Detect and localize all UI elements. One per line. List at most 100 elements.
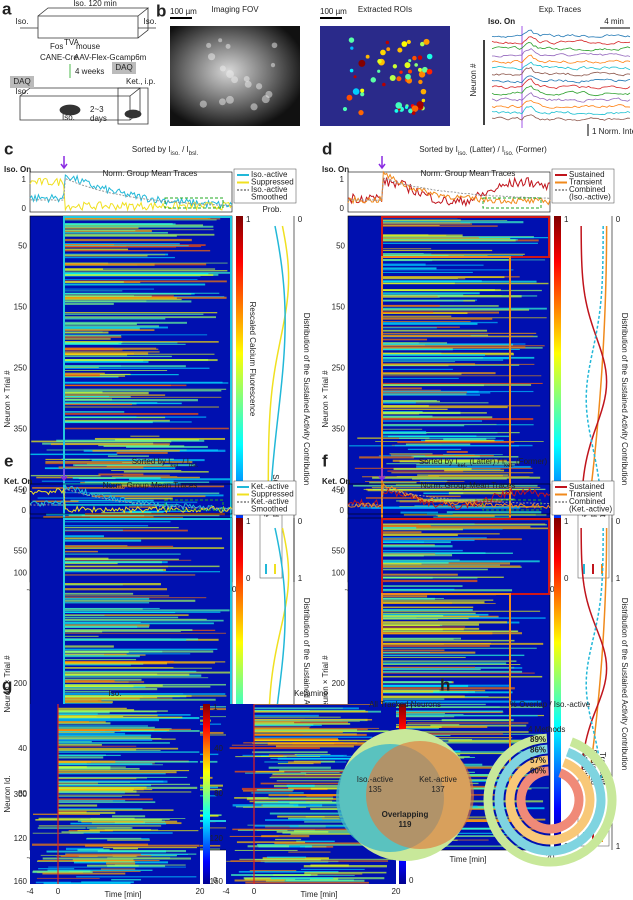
heat-streak	[64, 662, 168, 665]
heat-streak	[273, 874, 318, 876]
heat-streak	[382, 428, 423, 430]
heat-streak	[426, 845, 535, 847]
title-part: Sorted by I	[419, 457, 458, 466]
heat-streak	[256, 789, 294, 791]
heat-streak	[64, 571, 221, 573]
heat-streak	[45, 462, 154, 465]
heat-streak	[382, 322, 478, 325]
heat-streak	[64, 621, 141, 623]
heat-streak	[58, 738, 153, 742]
heat-streak	[382, 610, 541, 612]
heat-streak	[64, 678, 142, 681]
heat-streak	[382, 326, 460, 328]
legend-label: Transient	[569, 490, 603, 499]
heat-streak	[107, 839, 150, 841]
axis-label: Time [min]	[300, 890, 337, 899]
axis-label: Distribution of the Sustained Activity C…	[302, 313, 311, 486]
heat-streak	[64, 614, 105, 616]
heat-streak	[382, 392, 491, 394]
heat-streak	[300, 868, 365, 870]
roi	[395, 102, 403, 109]
heat-streak	[64, 695, 227, 697]
heat-streak	[64, 273, 209, 276]
legend-label: Suppressed	[251, 178, 294, 187]
heat-streak	[94, 437, 225, 440]
heat-streak	[382, 716, 455, 718]
roi	[420, 88, 427, 95]
heat-streak	[58, 777, 148, 779]
heat-streak	[64, 376, 119, 378]
heat-streak	[446, 450, 468, 453]
heat-streak	[273, 784, 379, 788]
heat-streak	[275, 838, 302, 841]
heat-streak	[382, 300, 464, 302]
roi	[349, 68, 354, 73]
roi	[358, 110, 364, 116]
panel-title: Sorted by Iiso. / Ibsl.	[132, 145, 199, 156]
heat-streak	[58, 771, 177, 774]
heat-streak	[64, 288, 155, 290]
heat-streak	[64, 658, 137, 661]
heat-streak	[64, 698, 216, 701]
heat-streak	[268, 794, 395, 797]
y-tick-label: 40	[214, 744, 223, 753]
heat-streak	[294, 754, 331, 755]
heat-streak	[296, 840, 335, 843]
cell	[261, 95, 270, 104]
trace	[29, 177, 233, 207]
axis-label: Neuron × Trial #	[321, 370, 330, 428]
label: 4 Methods	[528, 725, 565, 734]
heat-streak	[382, 338, 428, 341]
colorbar-tick: 1	[213, 703, 218, 712]
heat-streak	[235, 756, 287, 758]
panel-label: a	[2, 0, 12, 18]
heat-streak	[56, 439, 205, 442]
heat-streak	[447, 756, 475, 759]
roi	[423, 38, 430, 45]
heat-streak	[64, 372, 105, 375]
heat-streak	[255, 770, 285, 773]
heat-streak	[64, 243, 180, 246]
heat-streak	[64, 626, 149, 628]
heat-streak	[64, 616, 179, 619]
heat-streak	[89, 516, 184, 519]
heat-streak	[64, 369, 168, 371]
colorbar	[236, 216, 243, 582]
heat-streak	[254, 729, 358, 731]
label: Iso. On	[4, 165, 31, 174]
heat-streak	[80, 818, 170, 820]
heat-streak	[58, 725, 148, 727]
label: 119	[399, 820, 412, 829]
heat-streak	[58, 729, 121, 732]
panel-title: Sorted by Iket. / Ibsl.	[132, 457, 199, 468]
heat-streak	[90, 492, 220, 495]
heat-streak	[64, 535, 104, 538]
heat-streak	[64, 680, 115, 683]
heat-streak	[126, 445, 208, 448]
heat-streak	[382, 223, 473, 225]
heat-streak	[64, 402, 182, 405]
heat-streak	[262, 804, 299, 807]
heat-streak	[265, 819, 365, 822]
heat-streak	[64, 624, 150, 627]
heat-streak	[382, 698, 445, 700]
heat-streak	[64, 602, 150, 604]
colorbar-tick: 0	[246, 574, 251, 583]
panel-label: h	[440, 675, 450, 694]
heat-streak	[382, 271, 473, 273]
heat-streak	[64, 677, 209, 679]
heat-streak	[382, 649, 445, 651]
heat-streak	[64, 550, 98, 553]
heat-streak	[303, 865, 387, 868]
heat-streak	[30, 453, 118, 456]
heat-streak	[382, 280, 537, 283]
roi	[389, 74, 396, 82]
heat-streak	[304, 873, 363, 875]
heat-streak	[382, 527, 550, 530]
heat-streak	[64, 569, 163, 572]
heat-streak	[64, 245, 189, 247]
heat-streak	[58, 718, 160, 722]
heat-streak	[64, 632, 227, 634]
